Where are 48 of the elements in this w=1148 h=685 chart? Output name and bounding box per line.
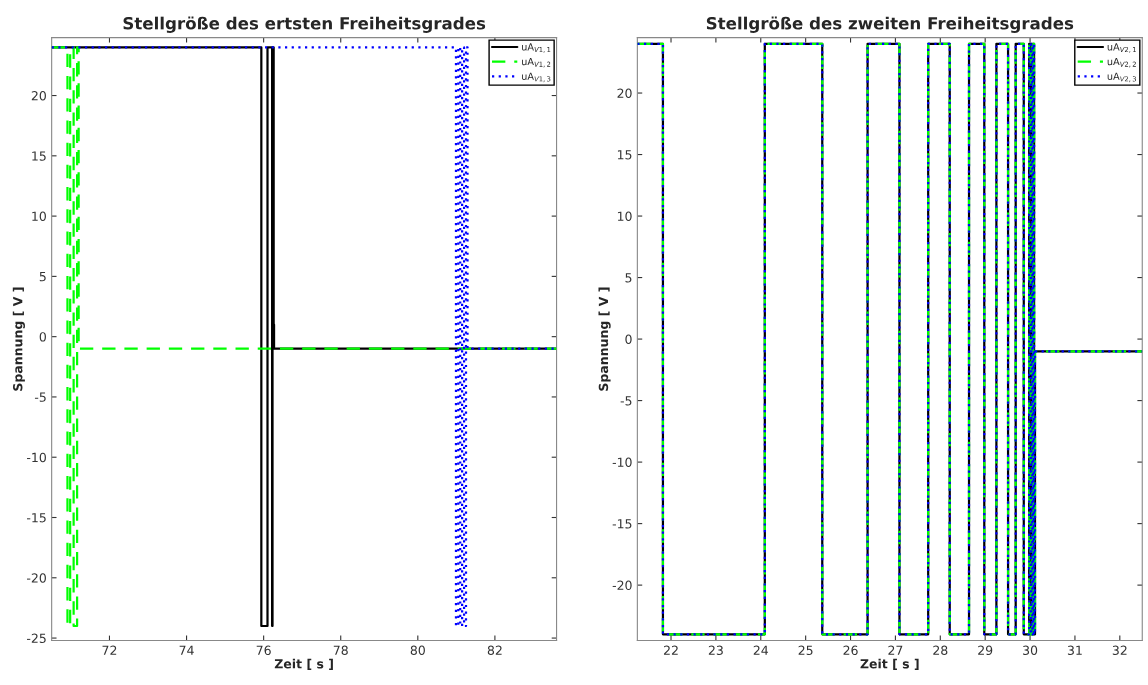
x-tick-label: 31 (1067, 645, 1082, 656)
y-tick-label: -15 (26, 513, 46, 523)
chart-title: Stellgröße des ertsten Freiheitsgrades (123, 16, 486, 33)
y-tick-label: 20 (617, 88, 632, 98)
x-tick-label: 74 (179, 645, 194, 655)
y-axis-title: Spannung [ V ] (12, 287, 25, 391)
x-tick-label: 80 (410, 645, 425, 656)
y-tick-label: -20 (26, 573, 46, 583)
y-tick-label: -5 (620, 396, 632, 406)
y-tick-label: -5 (34, 392, 46, 402)
y-axis-title: Spannung [ V ] (598, 287, 611, 391)
x-tick-label: 27 (888, 645, 903, 655)
y-tick-label: -25 (26, 633, 46, 643)
x-axis-title: Zeit [ s ] (860, 658, 919, 670)
x-tick-label: 22 (663, 645, 678, 655)
x-tick-label: 24 (753, 645, 769, 655)
x-tick-label: 32 (1112, 645, 1127, 656)
x-tick-label: 23 (708, 645, 723, 656)
y-tick-label: 5 (39, 272, 46, 282)
legend-label: uA$_{V1,1}$ (522, 43, 551, 53)
y-tick-label: -15 (612, 519, 632, 529)
legend-label: uA$_{V2,1}$ (1107, 43, 1136, 53)
y-tick-label: 20 (31, 91, 46, 101)
x-tick-label: 28 (933, 645, 948, 656)
x-tick-label: 72 (102, 645, 117, 655)
x-tick-label: 26 (843, 645, 858, 656)
x-tick-label: 82 (487, 645, 502, 656)
x-tick-label: 29 (978, 645, 993, 656)
legend-label: uA$_{V2,3}$ (1107, 72, 1137, 83)
legend-label: uA$_{V2,2}$ (1107, 57, 1136, 68)
y-tick-label: 15 (617, 150, 632, 160)
x-tick-label: 25 (798, 645, 813, 656)
chart-title: Stellgröße des zweiten Freiheitsgrades (706, 16, 1074, 33)
legend-label: uA$_{V1,3}$ (522, 72, 551, 83)
y-tick-label: -20 (612, 580, 632, 591)
y-tick-label: 10 (32, 211, 46, 222)
y-tick-label: 0 (625, 334, 632, 344)
y-tick-label: 5 (625, 273, 632, 283)
x-axis-title: Zeit [ s ] (274, 658, 333, 670)
y-tick-label: 0 (39, 332, 46, 342)
y-tick-label: -10 (26, 452, 46, 463)
x-tick-label: 76 (256, 645, 271, 656)
y-tick-label: 15 (32, 151, 46, 161)
x-tick-label: 30 (1023, 645, 1038, 656)
y-tick-label: 10 (617, 211, 632, 221)
x-tick-label: 78 (333, 645, 348, 656)
y-tick-label: -10 (612, 457, 632, 468)
legend-label: uA$_{V1,2}$ (522, 57, 551, 68)
